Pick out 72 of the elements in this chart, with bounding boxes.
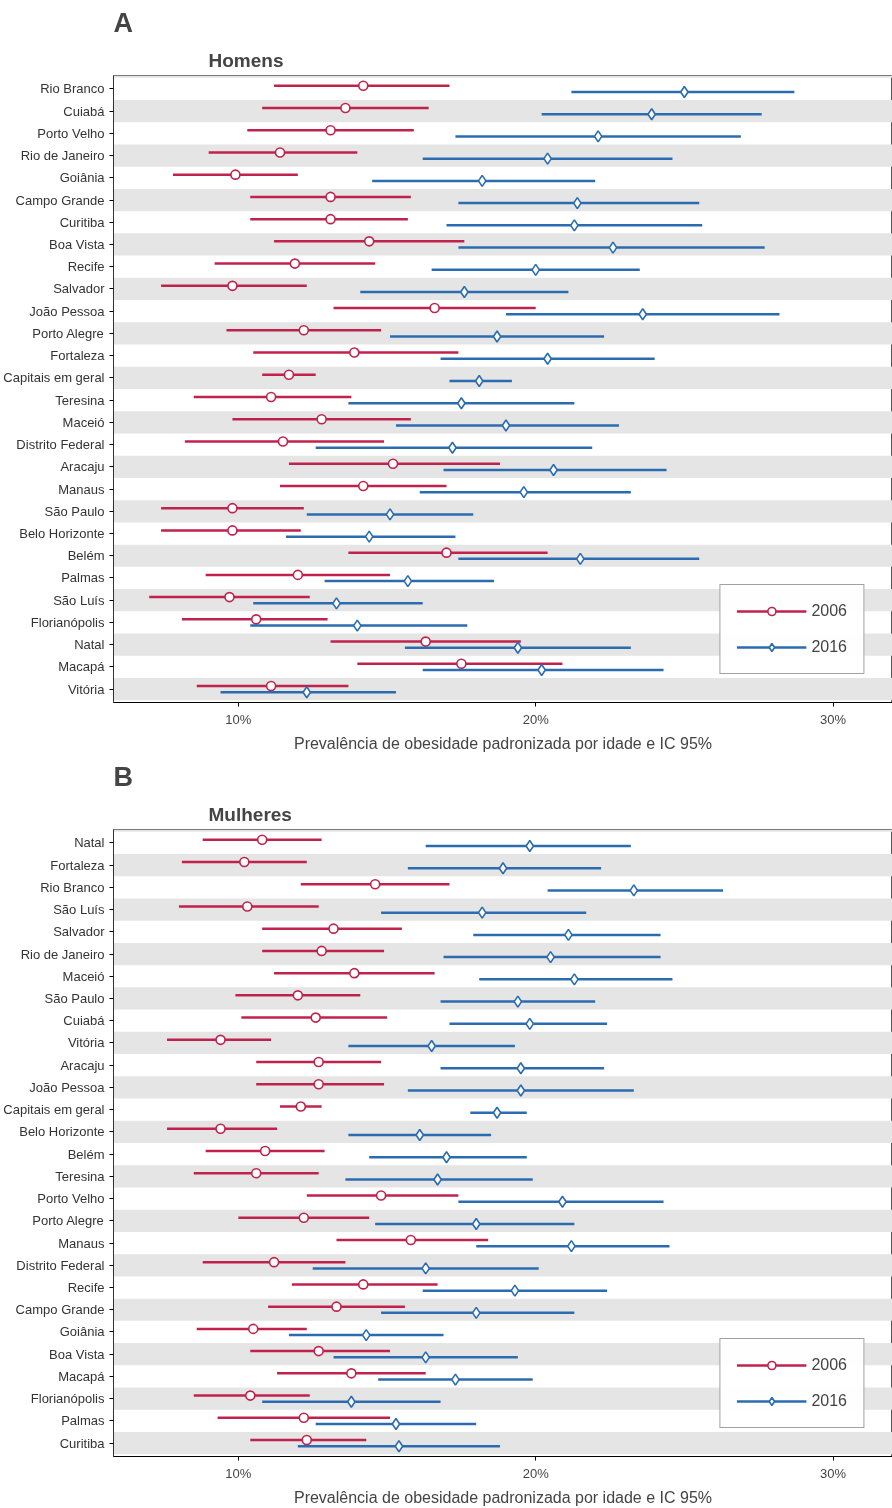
y-tick-label: Distrito Federal	[16, 437, 105, 453]
y-tick-label: Boa Vista	[49, 236, 106, 252]
y-tick-label: João Pessoa	[29, 303, 106, 319]
y-tick-label: Curitiba	[59, 1435, 106, 1451]
y-tick-label: Porto Alegre	[32, 325, 104, 341]
y-tick-label: Belo Horizonte	[19, 1124, 105, 1140]
legend-label: 2016	[811, 638, 847, 656]
y-tick-label: Teresina	[55, 1168, 106, 1184]
y-tick-label: Campo Grande	[15, 1302, 105, 1318]
y-tick-label: Vitória	[67, 681, 106, 697]
y-tick-label: Salvador	[53, 924, 106, 940]
y-tick-label: Teresina	[55, 392, 106, 408]
y-tick-label: Cuiabá	[63, 103, 106, 119]
y-tick-label: Rio de Janeiro	[20, 148, 105, 164]
y-tick-label: Rio de Janeiro	[20, 946, 105, 962]
y-tick-label: Recife	[67, 1280, 105, 1296]
y-tick-label: São Paulo	[44, 990, 105, 1006]
x-tick-label: 30%	[820, 1465, 847, 1481]
y-tick-label: Capitais em geral	[3, 1102, 105, 1118]
y-tick-label: Distrito Federal	[16, 1257, 105, 1273]
y-tick-label: São Luís	[53, 592, 105, 608]
x-axis-title: Prevalência de obesidade padronizada por idade e IC 95%	[293, 1488, 713, 1506]
y-tick-label: Natal	[74, 637, 105, 653]
x-tick-label: 20%	[522, 711, 550, 727]
y-tick-label: Aracaju	[60, 459, 105, 475]
y-tick-label: Goiânia	[59, 170, 106, 186]
y-tick-label: Campo Grande	[15, 192, 105, 208]
chart-title: Homens	[208, 49, 284, 71]
y-tick-label: Palmas	[61, 1413, 105, 1429]
y-tick-label: Cuiabá	[63, 1013, 106, 1029]
x-tick-label: 30%	[820, 711, 847, 727]
y-tick-label: Salvador	[53, 281, 106, 297]
y-tick-label: Manaus	[58, 481, 105, 497]
y-tick-label: Recife	[67, 259, 105, 275]
x-tick-label: 10%	[225, 711, 252, 727]
y-tick-label: Curitiba	[59, 214, 106, 230]
legend-label: 2016	[811, 1392, 847, 1410]
y-tick-label: São Paulo	[44, 503, 105, 519]
y-tick-label: Fortaleza	[50, 857, 106, 873]
x-axis-title: Prevalência de obesidade padronizada por idade e IC 95%	[293, 734, 713, 752]
chart-title: Mulheres	[208, 803, 292, 825]
y-tick-label: Macapá	[58, 1368, 106, 1384]
y-tick-label: Porto Velho	[37, 125, 105, 141]
y-tick-label: Manaus	[58, 1235, 105, 1251]
text: B	[113, 761, 133, 792]
y-tick-label: João Pessoa	[29, 1079, 106, 1095]
y-tick-label: Aracaju	[60, 1057, 105, 1073]
y-tick-label: Florianópolis	[30, 1391, 105, 1407]
y-tick-label: Porto Velho	[37, 1191, 105, 1207]
y-tick-label: Capitais em geral	[3, 370, 105, 386]
y-tick-label: Porto Alegre	[32, 1213, 104, 1229]
y-tick-label: Rio Branco	[40, 879, 105, 895]
y-tick-label: São Luís	[53, 902, 105, 918]
y-tick-label: Belém	[67, 548, 105, 564]
y-tick-label: Macapá	[58, 659, 106, 675]
y-tick-label: Fortaleza	[50, 348, 106, 364]
y-tick-label: Vitória	[67, 1035, 106, 1051]
y-tick-label: Maceió	[62, 968, 105, 984]
x-tick-label: 10%	[225, 1465, 252, 1481]
y-tick-label: Natal	[74, 835, 105, 851]
y-tick-label: Rio Branco	[40, 81, 105, 97]
y-tick-label: Boa Vista	[49, 1346, 106, 1362]
y-tick-label: Palmas	[61, 570, 105, 586]
y-tick-label: Belém	[67, 1146, 105, 1162]
x-tick-label: 20%	[522, 1465, 550, 1481]
y-tick-label: Goiânia	[59, 1324, 106, 1340]
y-tick-label: Maceió	[62, 414, 105, 430]
legend-label: 2006	[811, 1356, 847, 1374]
text: A	[113, 7, 133, 38]
y-tick-label: Belo Horizonte	[19, 526, 105, 542]
legend-label: 2006	[811, 602, 847, 620]
y-tick-label: Florianópolis	[30, 614, 105, 630]
